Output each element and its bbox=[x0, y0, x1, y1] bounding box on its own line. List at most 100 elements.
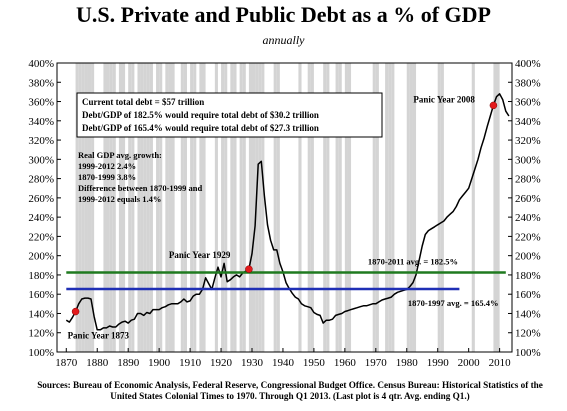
y-tick-label: 380% bbox=[515, 77, 541, 89]
recession-band bbox=[230, 63, 234, 352]
x-tick-label: 1930 bbox=[241, 357, 264, 369]
recession-band bbox=[406, 63, 410, 352]
y-tick-label: 320% bbox=[515, 135, 541, 147]
recession-band bbox=[496, 63, 500, 352]
y-tick-label: 400% bbox=[28, 58, 54, 70]
x-tick-label: 1880 bbox=[86, 357, 109, 369]
x-tick-label: 1990 bbox=[427, 357, 450, 369]
y-tick-label: 300% bbox=[28, 154, 54, 166]
recession-band bbox=[326, 63, 330, 352]
x-tick-label: 1910 bbox=[179, 357, 202, 369]
recession-band bbox=[224, 63, 228, 352]
recession-band bbox=[193, 63, 197, 352]
recession-band bbox=[372, 63, 376, 352]
recession-band bbox=[87, 63, 92, 352]
recession-band bbox=[471, 63, 475, 352]
y-tick-label: 140% bbox=[515, 308, 541, 320]
recession-band bbox=[261, 63, 265, 352]
chart-title: U.S. Private and Public Debt as a % of G… bbox=[76, 2, 491, 27]
plot-frame bbox=[56, 62, 513, 353]
y-tick-label: 200% bbox=[28, 251, 54, 263]
y-tick-label: 260% bbox=[28, 193, 54, 205]
recession-band bbox=[252, 63, 256, 352]
y-tick-label: 200% bbox=[515, 251, 541, 263]
y-tick-label: 120% bbox=[28, 328, 54, 340]
growth-note-line: Difference between 1870-1999 and bbox=[78, 183, 203, 193]
recession-band bbox=[106, 63, 110, 352]
recession-bands bbox=[75, 63, 500, 352]
recession-band bbox=[412, 63, 417, 352]
recession-band bbox=[344, 63, 348, 352]
recession-band bbox=[165, 63, 169, 352]
debt-info-line: Debt/GDP of 182.5% would require total d… bbox=[82, 110, 319, 120]
recession-band bbox=[347, 63, 352, 352]
avg-label-1870-1997: 1870-1997 avg. = 165.4% bbox=[408, 298, 499, 308]
y-tick-label: 360% bbox=[28, 97, 54, 109]
recession-band bbox=[84, 63, 88, 352]
recession-band bbox=[440, 63, 444, 352]
recession-band bbox=[323, 63, 327, 352]
y-tick-label: 220% bbox=[515, 231, 541, 243]
panic-marker bbox=[245, 265, 253, 273]
recession-band bbox=[437, 63, 441, 352]
recession-band bbox=[137, 63, 141, 352]
y-tick-label: 160% bbox=[28, 289, 54, 301]
recession-band bbox=[156, 63, 160, 352]
recession-band bbox=[307, 63, 311, 352]
debt-info-line: Debt/GDP of 165.4% would require total d… bbox=[82, 123, 319, 133]
y-tick-label: 100% bbox=[28, 347, 54, 359]
recession-band bbox=[112, 63, 116, 352]
recession-band bbox=[276, 63, 280, 352]
panic-label: Panic Year 1929 bbox=[169, 250, 231, 260]
recession-band bbox=[91, 63, 95, 352]
x-tick-label: 1900 bbox=[148, 357, 171, 369]
x-tick-label: 1890 bbox=[117, 357, 140, 369]
y-tick-label: 180% bbox=[515, 270, 541, 282]
recession-band bbox=[375, 63, 379, 352]
growth-note-line: 1999-2012 2.4% bbox=[78, 161, 136, 171]
panic-marker bbox=[489, 101, 498, 110]
debt-to-gdp-line bbox=[65, 93, 510, 331]
recession-band bbox=[258, 63, 262, 352]
avg-label-1870-2011: 1870-2011 avg. = 182.5% bbox=[368, 257, 458, 267]
y-tick-label: 320% bbox=[28, 135, 54, 147]
y-tick-label: 280% bbox=[28, 174, 54, 186]
source-note: Sources: Bureau of Economic Analysis, Fe… bbox=[37, 380, 543, 401]
recession-band bbox=[103, 63, 107, 352]
x-tick-label: 2010 bbox=[489, 357, 512, 369]
y-tick-label: 340% bbox=[28, 116, 54, 128]
x-tick-label: 1960 bbox=[334, 357, 357, 369]
recession-band bbox=[391, 63, 395, 352]
recession-band bbox=[242, 63, 246, 352]
chart-subtitle: annually bbox=[262, 33, 305, 47]
y-tick-label: 120% bbox=[515, 328, 541, 340]
recession-band bbox=[171, 63, 175, 352]
x-tick-label: 1940 bbox=[272, 357, 295, 369]
x-tick-label: 1920 bbox=[210, 357, 233, 369]
recession-band bbox=[149, 63, 153, 352]
recession-band bbox=[310, 63, 314, 352]
recession-band bbox=[273, 63, 277, 352]
panic-marker bbox=[71, 307, 80, 316]
y-tick-label: 400% bbox=[515, 58, 541, 70]
growth-note-line: Real GDP avg. growth: bbox=[78, 150, 162, 160]
recession-band bbox=[409, 63, 413, 352]
recession-band bbox=[81, 63, 85, 352]
recession-band bbox=[202, 63, 206, 352]
axes: 100% 100% 120% 120% 140% 140% 160% 160% 180% 180%… bbox=[28, 58, 540, 369]
recession-band bbox=[75, 63, 79, 352]
x-tick-label: 1950 bbox=[303, 357, 326, 369]
recession-band bbox=[190, 63, 194, 352]
x-tick-label: 1870 bbox=[55, 357, 78, 369]
recession-band bbox=[128, 63, 132, 352]
debt-info-box bbox=[76, 92, 383, 138]
recession-band bbox=[118, 63, 122, 352]
recession-band bbox=[109, 63, 113, 352]
recession-band bbox=[239, 63, 243, 352]
x-tick-label: 1970 bbox=[365, 357, 388, 369]
x-tick-label: 2000 bbox=[458, 357, 481, 369]
recession-band bbox=[143, 63, 147, 352]
y-tick-label: 220% bbox=[28, 231, 54, 243]
recession-band bbox=[338, 63, 342, 352]
